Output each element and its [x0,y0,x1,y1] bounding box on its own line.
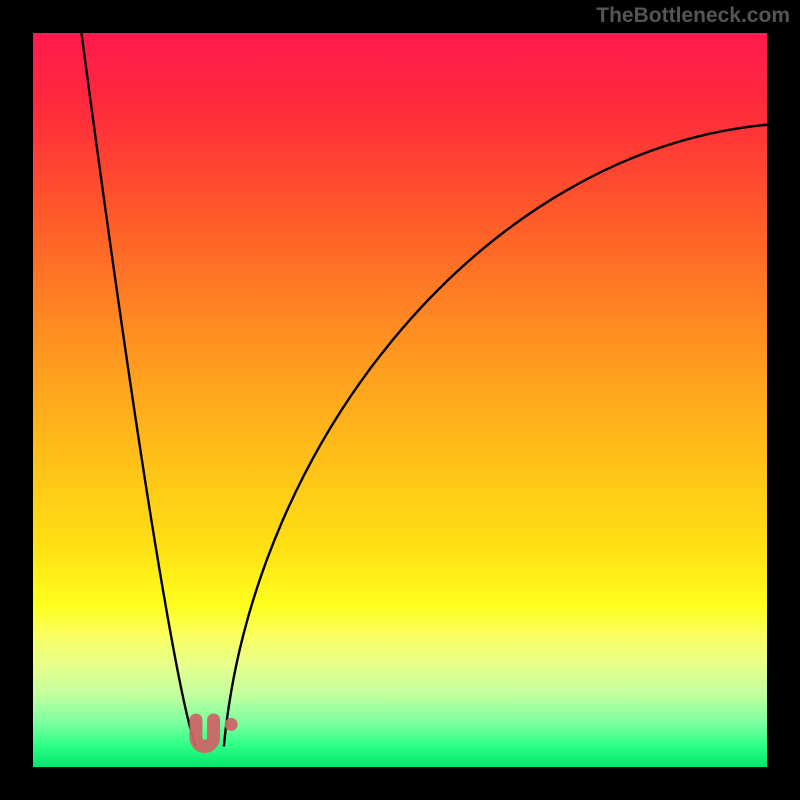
plot-gradient-background [33,33,767,767]
watermark-text: TheBottleneck.com [596,4,790,28]
dot-marker [225,718,238,731]
bottleneck-chart [0,0,800,800]
